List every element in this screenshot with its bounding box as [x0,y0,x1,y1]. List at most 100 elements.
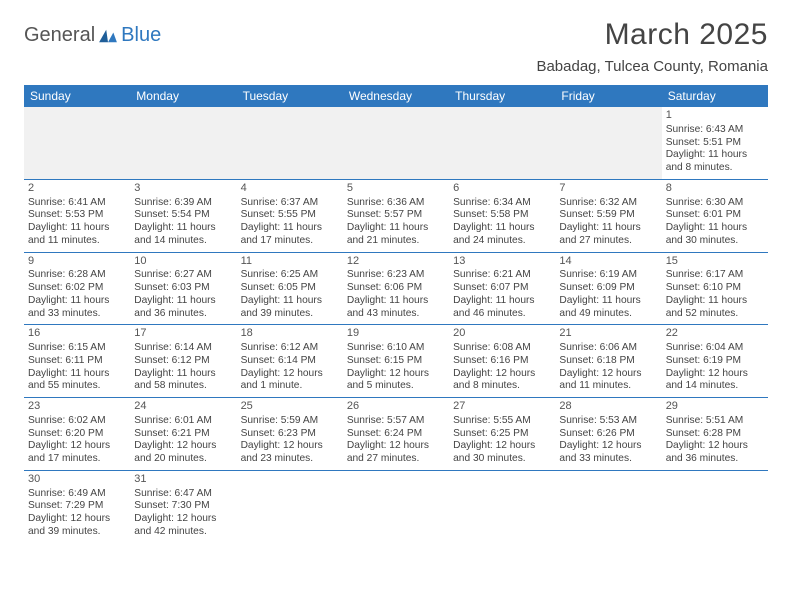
daylight-line: Daylight: 11 hours and 33 minutes. [28,295,126,321]
daylight-line: Daylight: 11 hours and 11 minutes. [28,222,126,248]
day-number: 25 [241,400,339,414]
empty-cell [555,470,661,542]
day-cell: 8Sunrise: 6:30 AMSunset: 6:01 PMDaylight… [662,179,768,252]
day-cell: 31Sunrise: 6:47 AMSunset: 7:30 PMDayligh… [130,470,236,542]
empty-cell [449,107,555,179]
sunrise-line: Sunrise: 6:15 AM [28,342,126,355]
calendar-row: 2Sunrise: 6:41 AMSunset: 5:53 PMDaylight… [24,179,768,252]
daylight-line: Daylight: 11 hours and 39 minutes. [241,295,339,321]
day-cell: 12Sunrise: 6:23 AMSunset: 6:06 PMDayligh… [343,252,449,325]
sunset-line: Sunset: 6:18 PM [559,355,657,368]
empty-cell [343,107,449,179]
empty-cell [343,470,449,542]
day-header: Friday [555,85,661,107]
day-number: 24 [134,400,232,414]
sunset-line: Sunset: 6:09 PM [559,282,657,295]
day-number: 29 [666,400,764,414]
day-number: 3 [134,182,232,196]
calendar-row: 23Sunrise: 6:02 AMSunset: 6:20 PMDayligh… [24,398,768,471]
sunrise-line: Sunrise: 6:17 AM [666,269,764,282]
sunrise-line: Sunrise: 6:47 AM [134,488,232,501]
day-header: Thursday [449,85,555,107]
day-cell: 24Sunrise: 6:01 AMSunset: 6:21 PMDayligh… [130,398,236,471]
day-number: 18 [241,327,339,341]
sunrise-line: Sunrise: 6:34 AM [453,197,551,210]
sunset-line: Sunset: 5:58 PM [453,209,551,222]
calendar-table: SundayMondayTuesdayWednesdayThursdayFrid… [24,85,768,543]
sunset-line: Sunset: 5:55 PM [241,209,339,222]
sunrise-line: Sunrise: 5:53 AM [559,415,657,428]
sunset-line: Sunset: 6:06 PM [347,282,445,295]
day-cell: 25Sunrise: 5:59 AMSunset: 6:23 PMDayligh… [237,398,343,471]
day-header: Sunday [24,85,130,107]
day-number: 2 [28,182,126,196]
daylight-line: Daylight: 12 hours and 27 minutes. [347,440,445,466]
daylight-line: Daylight: 11 hours and 58 minutes. [134,368,232,394]
day-cell: 20Sunrise: 6:08 AMSunset: 6:16 PMDayligh… [449,325,555,398]
day-cell: 10Sunrise: 6:27 AMSunset: 6:03 PMDayligh… [130,252,236,325]
day-header: Saturday [662,85,768,107]
empty-cell [237,470,343,542]
daylight-line: Daylight: 12 hours and 11 minutes. [559,368,657,394]
day-number: 23 [28,400,126,414]
day-number: 15 [666,255,764,269]
daylight-line: Daylight: 12 hours and 17 minutes. [28,440,126,466]
day-cell: 28Sunrise: 5:53 AMSunset: 6:26 PMDayligh… [555,398,661,471]
sunrise-line: Sunrise: 6:19 AM [559,269,657,282]
daylight-line: Daylight: 12 hours and 20 minutes. [134,440,232,466]
sunset-line: Sunset: 6:12 PM [134,355,232,368]
location: Babadag, Tulcea County, Romania [536,58,768,75]
day-number: 31 [134,473,232,487]
header: General Blue March 2025 Babadag, Tulcea … [24,18,768,75]
logo-word-2: Blue [121,24,161,47]
sunrise-line: Sunrise: 6:41 AM [28,197,126,210]
sunrise-line: Sunrise: 6:25 AM [241,269,339,282]
sunset-line: Sunset: 5:54 PM [134,209,232,222]
day-cell: 1Sunrise: 6:43 AMSunset: 5:51 PMDaylight… [662,107,768,179]
sunrise-line: Sunrise: 5:59 AM [241,415,339,428]
day-header: Tuesday [237,85,343,107]
daylight-line: Daylight: 11 hours and 14 minutes. [134,222,232,248]
sunrise-line: Sunrise: 6:39 AM [134,197,232,210]
page-title: March 2025 [536,18,768,52]
day-cell: 23Sunrise: 6:02 AMSunset: 6:20 PMDayligh… [24,398,130,471]
daylight-line: Daylight: 12 hours and 36 minutes. [666,440,764,466]
calendar-row: 16Sunrise: 6:15 AMSunset: 6:11 PMDayligh… [24,325,768,398]
empty-cell [449,470,555,542]
sunset-line: Sunset: 6:14 PM [241,355,339,368]
day-number: 21 [559,327,657,341]
day-number: 17 [134,327,232,341]
daylight-line: Daylight: 12 hours and 42 minutes. [134,513,232,539]
daylight-line: Daylight: 11 hours and 24 minutes. [453,222,551,248]
day-cell: 5Sunrise: 6:36 AMSunset: 5:57 PMDaylight… [343,179,449,252]
sunset-line: Sunset: 6:15 PM [347,355,445,368]
sunrise-line: Sunrise: 6:21 AM [453,269,551,282]
day-cell: 26Sunrise: 5:57 AMSunset: 6:24 PMDayligh… [343,398,449,471]
daylight-line: Daylight: 11 hours and 17 minutes. [241,222,339,248]
day-cell: 7Sunrise: 6:32 AMSunset: 5:59 PMDaylight… [555,179,661,252]
day-number: 12 [347,255,445,269]
day-cell: 2Sunrise: 6:41 AMSunset: 5:53 PMDaylight… [24,179,130,252]
daylight-line: Daylight: 12 hours and 1 minute. [241,368,339,394]
day-number: 10 [134,255,232,269]
sunset-line: Sunset: 6:19 PM [666,355,764,368]
day-header: Wednesday [343,85,449,107]
daylight-line: Daylight: 11 hours and 36 minutes. [134,295,232,321]
daylight-line: Daylight: 11 hours and 43 minutes. [347,295,445,321]
day-number: 1 [666,109,764,123]
day-number: 6 [453,182,551,196]
day-cell: 4Sunrise: 6:37 AMSunset: 5:55 PMDaylight… [237,179,343,252]
day-cell: 15Sunrise: 6:17 AMSunset: 6:10 PMDayligh… [662,252,768,325]
calendar-row: 1Sunrise: 6:43 AMSunset: 5:51 PMDaylight… [24,107,768,179]
day-cell: 6Sunrise: 6:34 AMSunset: 5:58 PMDaylight… [449,179,555,252]
day-header: Monday [130,85,236,107]
sunrise-line: Sunrise: 6:10 AM [347,342,445,355]
day-number: 28 [559,400,657,414]
empty-cell [555,107,661,179]
sunrise-line: Sunrise: 6:43 AM [666,124,764,137]
daylight-line: Daylight: 11 hours and 49 minutes. [559,295,657,321]
sunrise-line: Sunrise: 6:12 AM [241,342,339,355]
sunrise-line: Sunrise: 6:01 AM [134,415,232,428]
logo-word-1: General [24,24,95,47]
sunset-line: Sunset: 6:02 PM [28,282,126,295]
